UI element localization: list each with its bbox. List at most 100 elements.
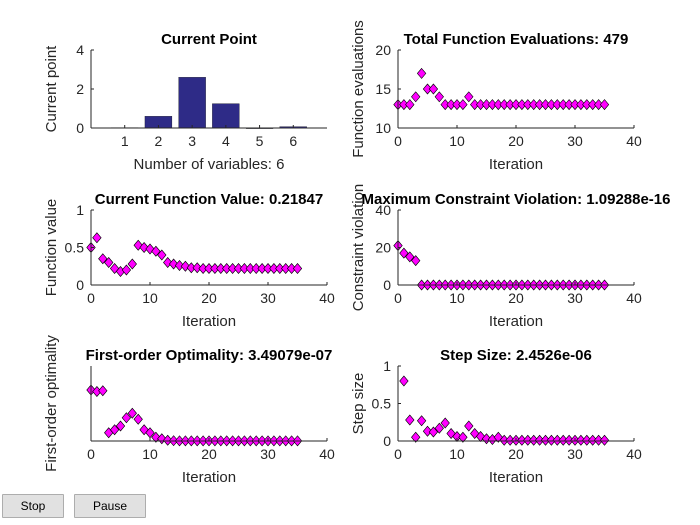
chart-title: Maximum Constraint Violation: 1.09288e-1… xyxy=(362,191,671,208)
data-point xyxy=(458,99,468,111)
data-point xyxy=(192,262,202,274)
stop-button[interactable]: Stop xyxy=(2,494,64,518)
data-point xyxy=(458,431,468,443)
x-tick-label: 0 xyxy=(87,446,95,462)
x-tick-label: 0 xyxy=(394,290,402,306)
y-tick-label: 20 xyxy=(375,42,391,58)
x-tick-label: 20 xyxy=(201,290,217,306)
data-point xyxy=(464,91,474,103)
x-tick-label: 20 xyxy=(508,290,524,306)
data-point xyxy=(416,415,427,427)
x-tick-label: 0 xyxy=(394,446,402,462)
x-axis-label: Iteration xyxy=(182,469,236,486)
x-tick-label: 30 xyxy=(567,446,583,462)
x-axis-label: Iteration xyxy=(182,313,236,330)
y-axis-label: Current point xyxy=(43,45,60,133)
data-point xyxy=(411,91,421,103)
chart-title: Current Point xyxy=(161,31,257,48)
x-axis-label: Iteration xyxy=(489,156,543,173)
data-point xyxy=(464,420,474,432)
data-point xyxy=(98,385,108,397)
data-point xyxy=(416,67,427,79)
data-point xyxy=(405,99,415,111)
y-axis-label: Function evaluations xyxy=(350,20,367,158)
x-tick-label: 0 xyxy=(87,290,95,306)
chart-title: Step Size: 2.4526e-06 xyxy=(440,347,592,364)
x-axis-label: Iteration xyxy=(489,313,543,330)
bar-3 xyxy=(178,77,206,129)
x-tick-label: 5 xyxy=(256,133,264,149)
data-point xyxy=(145,427,155,439)
y-tick-label: 0 xyxy=(383,433,391,449)
data-point xyxy=(157,249,167,261)
data-point xyxy=(163,434,173,446)
y-tick-label: 20 xyxy=(375,240,391,256)
x-tick-label: 6 xyxy=(289,133,297,149)
x-tick-label: 40 xyxy=(319,290,335,306)
y-tick-label: 4 xyxy=(76,42,84,58)
y-tick-label: 0.5 xyxy=(65,240,85,256)
x-tick-label: 10 xyxy=(142,446,158,462)
data-point xyxy=(98,253,108,265)
data-point xyxy=(434,422,444,434)
x-tick-label: 1 xyxy=(121,133,129,149)
data-point xyxy=(127,258,137,270)
y-tick-label: 0.5 xyxy=(372,396,392,412)
pause-button[interactable]: Pause xyxy=(74,494,146,518)
y-tick-label: 40 xyxy=(375,202,391,218)
data-point xyxy=(121,412,132,424)
data-point xyxy=(405,251,415,263)
data-point xyxy=(428,426,439,438)
data-point xyxy=(109,424,120,436)
x-tick-label: 30 xyxy=(567,290,583,306)
x-tick-label: 4 xyxy=(222,133,230,149)
y-tick-label: 2 xyxy=(76,81,84,97)
data-point xyxy=(434,91,444,103)
x-tick-label: 30 xyxy=(260,290,276,306)
x-tick-label: 10 xyxy=(449,290,465,306)
data-point xyxy=(115,420,126,432)
x-axis-label: Number of variables: 6 xyxy=(134,156,285,173)
chart-title: First-order Optimality: 3.49079e-07 xyxy=(86,347,333,364)
chart-title: Total Function Evaluations: 479 xyxy=(404,31,629,48)
y-tick-label: 0 xyxy=(76,277,84,293)
x-tick-label: 10 xyxy=(142,290,158,306)
data-point xyxy=(127,407,137,419)
x-tick-label: 40 xyxy=(626,133,642,149)
y-tick-label: 1 xyxy=(383,358,391,374)
y-tick-label: 0 xyxy=(76,120,84,136)
x-axis-label: Iteration xyxy=(489,469,543,486)
x-tick-label: 10 xyxy=(449,446,465,462)
data-point xyxy=(104,257,114,268)
data-point xyxy=(599,99,610,111)
data-point xyxy=(599,434,610,446)
y-tick-label: 15 xyxy=(375,81,391,97)
x-tick-label: 20 xyxy=(508,133,524,149)
data-point xyxy=(405,414,415,426)
x-tick-label: 40 xyxy=(319,446,335,462)
data-point xyxy=(133,413,143,425)
x-tick-label: 40 xyxy=(626,290,642,306)
subplot-6: 0 10 20 30 40 0 0.5 1 Step Size: 2.4526e-06 Itera… xyxy=(350,347,642,486)
subplot-3: 0 10 20 30 40 0 0.5 1 Current Function Value: 0.… xyxy=(43,191,335,330)
subplot-1: 1 2 3 4 5 6 0 2 4 Current Point Number of variable… xyxy=(43,31,327,173)
data-point xyxy=(292,263,303,274)
x-tick-label: 3 xyxy=(188,133,196,149)
data-point xyxy=(422,425,433,437)
data-point xyxy=(399,247,409,259)
data-point xyxy=(121,264,132,276)
y-axis-label: Function value xyxy=(43,199,60,297)
chart-title: Current Function Value: 0.21847 xyxy=(95,191,323,208)
x-tick-label: 20 xyxy=(508,446,524,462)
y-tick-label: 1 xyxy=(76,202,84,218)
y-tick-label: 0 xyxy=(383,277,391,293)
x-tick-label: 30 xyxy=(260,446,276,462)
data-point xyxy=(411,255,421,267)
data-point xyxy=(92,232,102,244)
data-point xyxy=(440,417,450,429)
x-tick-label: 20 xyxy=(201,446,217,462)
data-point xyxy=(411,431,421,443)
